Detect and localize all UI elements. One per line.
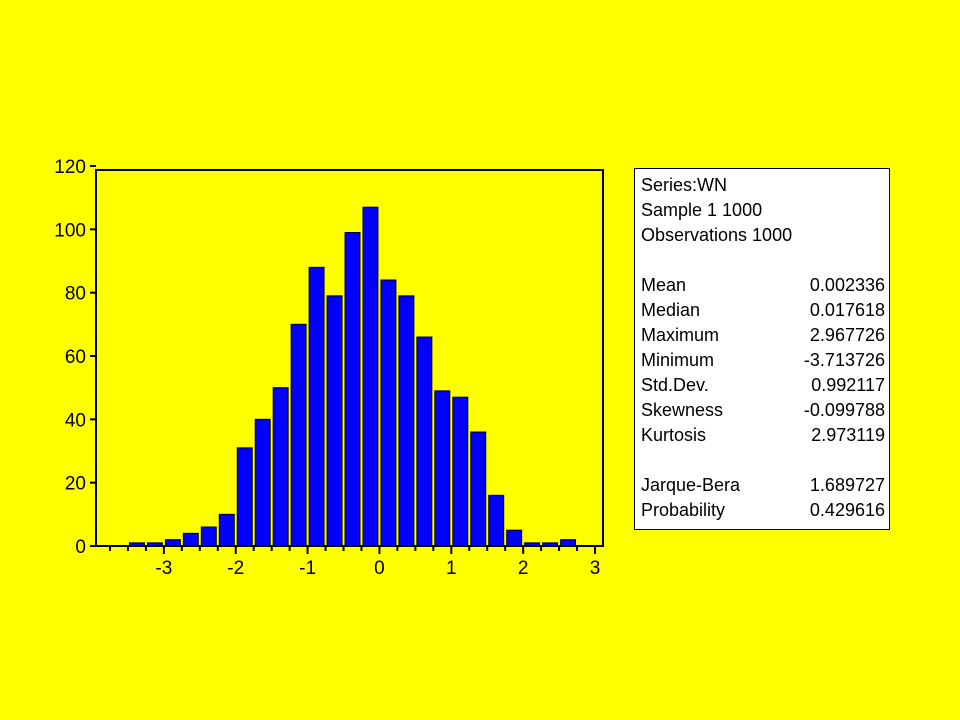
- stat-value: 2.967726: [809, 325, 885, 345]
- x-tick-label: -1: [299, 558, 316, 579]
- stat-row: Kurtosis 2.973119: [641, 423, 889, 448]
- histogram-bars: [128, 206, 577, 547]
- stat-row: Maximum 2.967726: [641, 323, 889, 348]
- histogram-bar: [272, 387, 289, 547]
- stat-row: Mean 0.002336: [641, 273, 889, 298]
- stat-label: Std.Dev.: [641, 375, 709, 395]
- histogram-bar: [218, 513, 235, 547]
- y-tick-label: 80: [65, 284, 86, 305]
- y-axis: 0 20 40 60 80 100 120: [54, 157, 96, 558]
- x-tick-label: 1: [446, 558, 457, 579]
- stat-value: 0.002336: [809, 275, 885, 295]
- stat-label: Maximum: [641, 325, 720, 345]
- histogram-bar: [488, 494, 505, 547]
- stat-row: Minimum -3.713726: [641, 348, 889, 373]
- stat-rows: Mean 0.002336 Median 0.017618 Maximum 2.96772…: [641, 273, 889, 448]
- x-tick-label: 0: [374, 558, 385, 579]
- stat-row: Probability 0.429616: [641, 498, 889, 523]
- y-tick-label: 0: [75, 537, 86, 558]
- stat-value: 2.973119: [811, 425, 885, 445]
- stat-label: Median: [641, 300, 701, 320]
- stat-value: 0.992117: [811, 375, 885, 395]
- stat-label: Minimum: [641, 350, 715, 370]
- histogram-bar: [416, 336, 433, 547]
- stat-row: Jarque-Bera 1.689727: [641, 473, 889, 498]
- histogram-bar: [236, 447, 253, 547]
- histogram-bar: [308, 266, 325, 547]
- stat-row: Std.Dev. 0.992117: [641, 373, 889, 398]
- spacer: [641, 248, 889, 273]
- histogram-bar: [470, 431, 487, 547]
- stat-value: 0.429616: [809, 500, 885, 520]
- spacer: [641, 448, 889, 473]
- stat-value: -3.713726: [803, 350, 885, 370]
- y-tick-label: 60: [65, 347, 86, 368]
- y-tick-label: 20: [65, 474, 86, 495]
- stat-value: 0.017618: [809, 300, 885, 320]
- x-tick-label: -3: [155, 558, 172, 579]
- histogram-bar: [452, 396, 469, 547]
- histogram-bar: [326, 295, 343, 547]
- stat-row: Median 0.017618: [641, 298, 889, 323]
- histogram-bar: [200, 526, 217, 547]
- stat-label: Mean: [641, 275, 687, 295]
- series-name: Series:WN: [641, 175, 728, 195]
- y-tick-label: 40: [65, 410, 86, 431]
- histogram-bar: [362, 206, 379, 547]
- stat-label: Skewness: [641, 400, 724, 420]
- x-tick-label: 2: [518, 558, 529, 579]
- histogram-bar: [344, 232, 361, 547]
- histogram-bar: [182, 532, 199, 547]
- observations-count: Observations 1000: [641, 225, 793, 245]
- sample-range: Sample 1 1000: [641, 200, 763, 220]
- histogram-bar: [398, 295, 415, 547]
- stat-label: Kurtosis: [641, 425, 707, 445]
- stat-row: Skewness -0.099788: [641, 398, 889, 423]
- histogram-bar: [380, 279, 397, 547]
- histogram-bar: [290, 323, 307, 547]
- y-tick-label: 100: [54, 220, 86, 241]
- test-rows: Jarque-Bera 1.689727 Probability 0.429616: [641, 473, 889, 523]
- stat-value: 1.689727: [809, 475, 885, 495]
- x-axis: -3 -2 -1 0 1 2 3: [96, 545, 603, 579]
- stat-label: Jarque-Bera: [641, 475, 741, 495]
- histogram-bar: [254, 418, 271, 547]
- stat-value: -0.099788: [803, 400, 885, 420]
- stat-label: Probability: [641, 500, 726, 520]
- x-tick-label: 3: [590, 558, 601, 579]
- y-tick-label: 120: [54, 157, 86, 178]
- histogram-bar: [434, 390, 451, 547]
- statistics-panel: Series:WN Sample 1 1000 Observations 100…: [634, 168, 890, 530]
- histogram-bar: [506, 529, 523, 547]
- x-tick-label: -2: [227, 558, 244, 579]
